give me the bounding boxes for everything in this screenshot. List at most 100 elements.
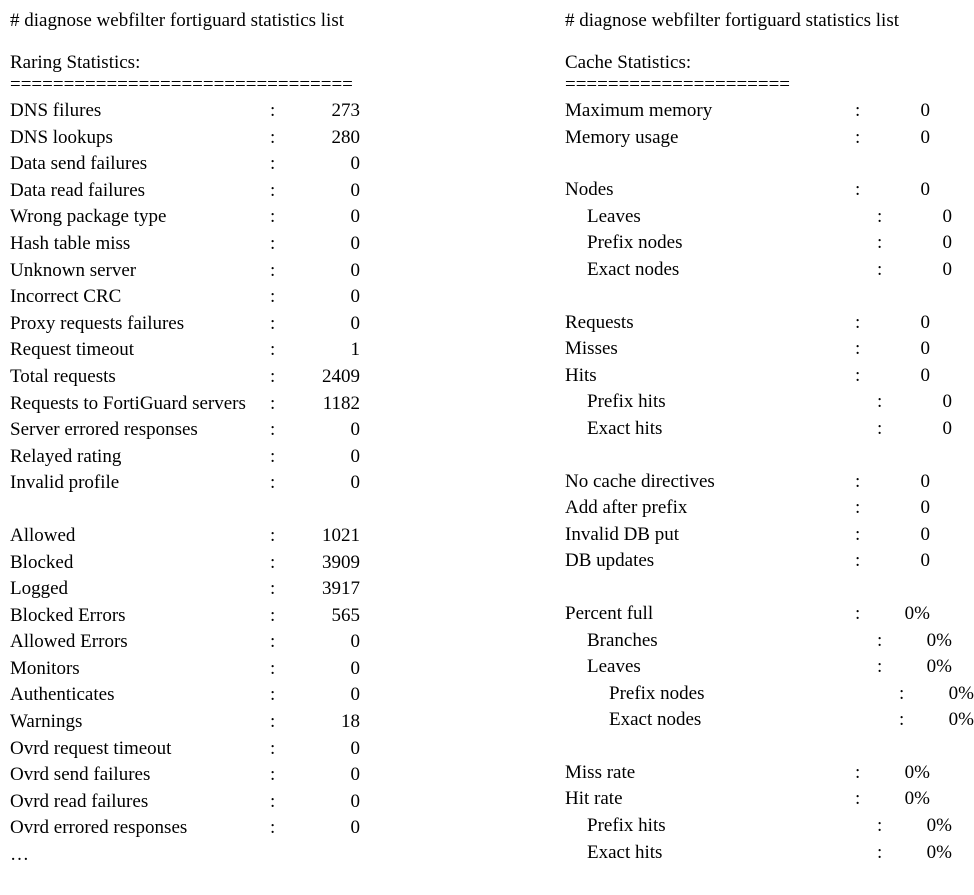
colon-separator: :	[270, 204, 290, 231]
colon-separator: :	[877, 813, 897, 840]
stat-value: 0	[290, 815, 360, 842]
stat-value: 0%	[875, 601, 930, 628]
stat-row: Ovrd request timeout:0	[10, 736, 545, 763]
stat-row: Requests:0	[565, 310, 974, 337]
colon-separator: :	[877, 840, 897, 867]
colon-separator: :	[855, 495, 875, 522]
stat-label: Data send failures	[10, 151, 270, 178]
stat-label: Prefix hits	[565, 389, 877, 416]
colon-separator: :	[270, 815, 290, 842]
stat-row: Exact nodes:0	[565, 257, 974, 284]
stat-row: Exact hits:0%	[565, 840, 974, 867]
stat-value: 0%	[897, 840, 952, 867]
stat-value: 0	[897, 389, 952, 416]
stat-value: 18	[290, 709, 360, 736]
command-line: # diagnose webfilter fortiguard statisti…	[565, 10, 974, 32]
stat-value: 0%	[875, 760, 930, 787]
stat-row: Memory usage:0	[565, 125, 974, 152]
stat-label: Exact hits	[565, 416, 877, 443]
stat-row: Allowed:1021	[10, 523, 545, 550]
stat-row: Relayed rating:0	[10, 444, 545, 471]
stat-label: Invalid DB put	[565, 522, 855, 549]
stats-body-left: DNS filures:273DNS lookups:280Data send …	[10, 98, 545, 842]
colon-separator: :	[877, 416, 897, 443]
stat-row: Exact nodes:0%	[565, 707, 974, 734]
stat-value: 0	[875, 177, 930, 204]
stat-value: 1182	[290, 391, 360, 418]
stat-row: Data send failures:0	[10, 151, 545, 178]
stat-value: 0%	[919, 707, 974, 734]
stat-label: Wrong package type	[10, 204, 270, 231]
stat-label: Prefix nodes	[565, 230, 877, 257]
section-divider: =====================	[565, 74, 974, 96]
stat-value: 273	[290, 98, 360, 125]
stat-label: Server errored responses	[10, 417, 270, 444]
stat-row: Prefix hits:0	[565, 389, 974, 416]
stat-value: 3917	[290, 576, 360, 603]
colon-separator: :	[270, 284, 290, 311]
blank-line	[565, 734, 974, 760]
stat-value: 280	[290, 125, 360, 152]
stat-value: 0	[875, 363, 930, 390]
stat-row: Branches:0%	[565, 628, 974, 655]
colon-separator: :	[270, 417, 290, 444]
stat-row: Invalid profile:0	[10, 470, 545, 497]
stat-label: Exact hits	[565, 840, 877, 867]
stat-row: Add after prefix:0	[565, 495, 974, 522]
stat-row: Monitors:0	[10, 656, 545, 683]
stat-value: 0	[897, 416, 952, 443]
colon-separator: :	[270, 364, 290, 391]
stat-value: 0	[290, 417, 360, 444]
stat-label: Hash table miss	[10, 231, 270, 258]
colon-separator: :	[877, 628, 897, 655]
stat-row: Total requests:2409	[10, 364, 545, 391]
stat-row: Prefix hits:0%	[565, 813, 974, 840]
stat-row: DNS filures:273	[10, 98, 545, 125]
stat-label: Exact nodes	[565, 257, 877, 284]
stat-row: Data read failures:0	[10, 178, 545, 205]
colon-separator: :	[270, 337, 290, 364]
stat-value: 0	[290, 682, 360, 709]
colon-separator: :	[877, 654, 897, 681]
colon-separator: :	[855, 310, 875, 337]
colon-separator: :	[270, 629, 290, 656]
stat-value: 0%	[897, 654, 952, 681]
stat-label: Hit rate	[565, 786, 855, 813]
stat-label: Logged	[10, 576, 270, 603]
colon-separator: :	[855, 786, 875, 813]
colon-separator: :	[855, 125, 875, 152]
blank-line	[565, 575, 974, 601]
colon-separator: :	[855, 336, 875, 363]
stat-row: Request timeout:1	[10, 337, 545, 364]
right-column: # diagnose webfilter fortiguard statisti…	[565, 10, 974, 866]
stat-label: Blocked Errors	[10, 603, 270, 630]
colon-separator: :	[855, 177, 875, 204]
colon-separator: :	[899, 681, 919, 708]
colon-separator: :	[270, 391, 290, 418]
stat-value: 0	[290, 258, 360, 285]
stat-label: Ovrd read failures	[10, 789, 270, 816]
terminal-output: # diagnose webfilter fortiguard statisti…	[10, 10, 974, 866]
stat-row: Server errored responses:0	[10, 417, 545, 444]
stat-row: Percent full:0%	[565, 601, 974, 628]
stat-label: Warnings	[10, 709, 270, 736]
stat-value: 0	[875, 522, 930, 549]
stat-label: Prefix nodes	[565, 681, 899, 708]
stat-label: Relayed rating	[10, 444, 270, 471]
stat-row: Misses:0	[565, 336, 974, 363]
section-title: Raring Statistics:	[10, 52, 545, 74]
stat-label: Authenticates	[10, 682, 270, 709]
stat-value: 0%	[919, 681, 974, 708]
stat-label: Incorrect CRC	[10, 284, 270, 311]
stat-row: Prefix nodes:0	[565, 230, 974, 257]
colon-separator: :	[270, 231, 290, 258]
stat-row: Nodes:0	[565, 177, 974, 204]
stat-row: Hash table miss:0	[10, 231, 545, 258]
stat-value: 2409	[290, 364, 360, 391]
colon-separator: :	[877, 230, 897, 257]
stat-row: Leaves:0	[565, 204, 974, 231]
stat-row: Hit rate:0%	[565, 786, 974, 813]
colon-separator: :	[270, 98, 290, 125]
stat-label: Invalid profile	[10, 470, 270, 497]
stat-value: 0	[875, 98, 930, 125]
